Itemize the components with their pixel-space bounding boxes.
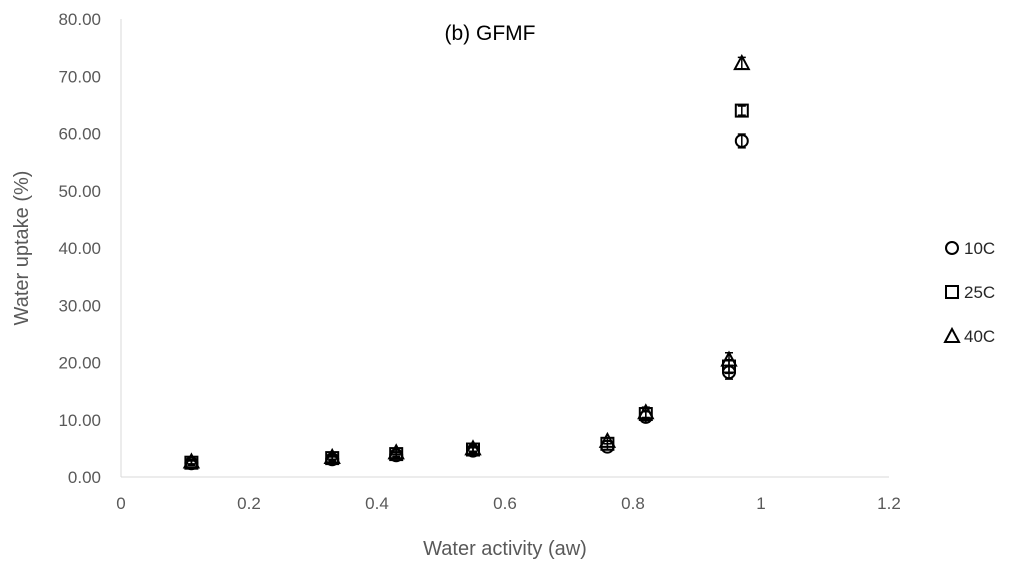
legend-marker-triangle: [943, 326, 961, 343]
data-series: [182, 53, 751, 471]
x-tick-label: 0.2: [237, 494, 261, 513]
data-point: [387, 443, 405, 460]
x-tick-label: 0: [116, 494, 125, 513]
data-point: [733, 53, 751, 71]
x-tick-label: 0.6: [493, 494, 517, 513]
y-tick-label: 70.00: [58, 67, 101, 86]
y-tick-label: 50.00: [58, 182, 101, 201]
series-10C: [184, 133, 749, 471]
y-tick-label: 10.00: [58, 411, 101, 430]
legend-marker-circle: [945, 241, 959, 255]
data-point: [466, 442, 480, 457]
x-tick-label: 0.8: [621, 494, 645, 513]
legend-label: 10C: [964, 239, 995, 258]
y-tick-label: 60.00: [58, 125, 101, 144]
x-tick-label: 0.4: [365, 494, 389, 513]
legend-label: 25C: [964, 283, 995, 302]
y-tick-label: 30.00: [58, 296, 101, 315]
series-40C: [182, 53, 751, 469]
data-point: [184, 455, 199, 470]
legend: 10C 25C 40C: [943, 239, 995, 346]
tick-labels: 0 0.2 0.4 0.6 0.8 1 1.2 0.00 10.00 20.00 30.00 40.0…: [58, 10, 900, 513]
x-tick-label: 1: [756, 494, 765, 513]
y-tick-label: 20.00: [58, 354, 101, 373]
data-point: [637, 403, 655, 420]
data-point: [720, 350, 738, 367]
series-25C: [184, 103, 749, 470]
x-axis-title: Water activity (aw): [423, 538, 587, 560]
data-point: [598, 431, 617, 448]
data-point: [325, 451, 340, 466]
data-point: [464, 439, 482, 456]
data-point: [734, 103, 749, 118]
data-point: [389, 447, 404, 462]
legend-label: 40C: [964, 327, 995, 346]
x-tick-label: 1.2: [877, 494, 901, 513]
y-tick-label: 0.00: [68, 468, 101, 487]
data-point: [323, 447, 341, 464]
y-tick-label: 40.00: [58, 239, 101, 258]
y-axis-title: Water uptake (%): [11, 171, 33, 326]
data-point: [182, 452, 201, 469]
axes: [120, 19, 889, 478]
chart-title: (b) GFMF: [445, 22, 536, 45]
legend-marker-square: [945, 285, 959, 299]
y-tick-label: 80.00: [58, 10, 101, 29]
data-point: [734, 133, 749, 148]
